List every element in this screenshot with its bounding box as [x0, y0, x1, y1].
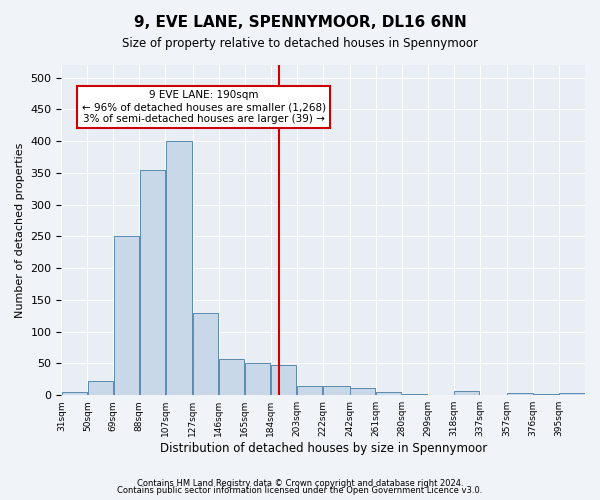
- Bar: [166, 141, 193, 395]
- Y-axis label: Number of detached properties: Number of detached properties: [15, 142, 25, 318]
- Bar: [62, 392, 87, 395]
- Bar: [508, 392, 533, 395]
- Bar: [88, 381, 113, 395]
- Bar: [376, 392, 401, 395]
- Bar: [271, 364, 296, 395]
- Text: 9, EVE LANE, SPENNYMOOR, DL16 6NN: 9, EVE LANE, SPENNYMOOR, DL16 6NN: [134, 15, 466, 30]
- Bar: [323, 386, 350, 395]
- Bar: [245, 364, 270, 395]
- Text: Size of property relative to detached houses in Spennymoor: Size of property relative to detached ho…: [122, 38, 478, 51]
- Bar: [533, 394, 559, 395]
- Bar: [297, 386, 322, 395]
- Text: Contains HM Land Registry data © Crown copyright and database right 2024.: Contains HM Land Registry data © Crown c…: [137, 478, 463, 488]
- Bar: [140, 170, 165, 395]
- X-axis label: Distribution of detached houses by size in Spennymoor: Distribution of detached houses by size …: [160, 442, 487, 455]
- Bar: [454, 392, 479, 395]
- Bar: [402, 394, 427, 395]
- Text: 9 EVE LANE: 190sqm
← 96% of detached houses are smaller (1,268)
3% of semi-detac: 9 EVE LANE: 190sqm ← 96% of detached hou…: [82, 90, 326, 124]
- Text: Contains public sector information licensed under the Open Government Licence v3: Contains public sector information licen…: [118, 486, 482, 495]
- Bar: [113, 236, 139, 395]
- Bar: [219, 359, 244, 395]
- Bar: [193, 312, 218, 395]
- Bar: [350, 388, 376, 395]
- Bar: [559, 394, 584, 395]
